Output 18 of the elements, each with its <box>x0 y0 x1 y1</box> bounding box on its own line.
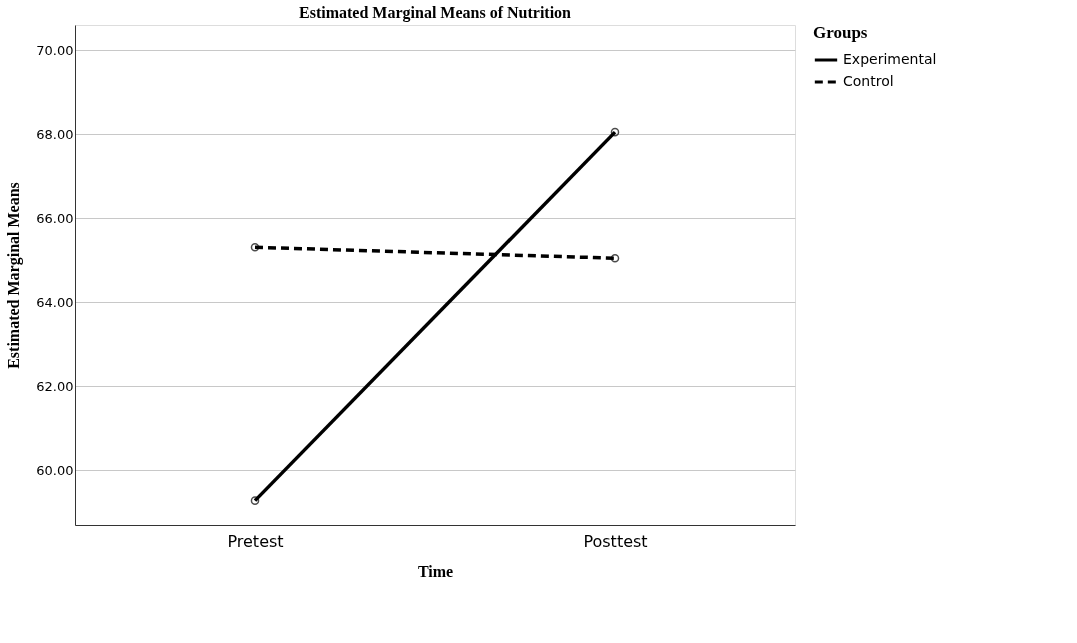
point <box>610 127 620 137</box>
y-axis-title: Estimated Marginal Means <box>5 182 24 369</box>
y-tick-label: 62.00 <box>36 378 74 394</box>
y-tick-label: 68.00 <box>36 126 74 142</box>
point <box>250 242 260 252</box>
point <box>610 253 620 263</box>
x-axis-title: Time <box>417 562 454 580</box>
y-tick-label: 64.00 <box>36 294 74 310</box>
chart-title: Estimated Marginal Means of Nutrition <box>299 4 572 22</box>
legend-label: Control <box>843 73 894 89</box>
y-tick-label: 70.00 <box>36 42 74 58</box>
legend-title: Groups <box>813 23 868 42</box>
point <box>250 496 260 505</box>
legend-label: Experimental <box>843 51 937 67</box>
x-tick-label: Posttest <box>583 531 648 551</box>
y-tick-label: 60.00 <box>36 462 74 478</box>
y-tick-label: 66.00 <box>36 210 74 226</box>
x-tick-label: Pretest <box>227 531 284 551</box>
